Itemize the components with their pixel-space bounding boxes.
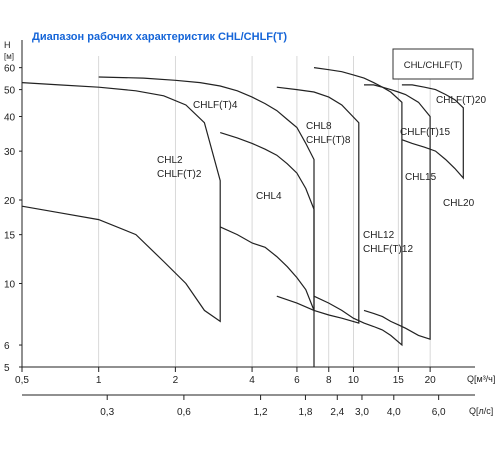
curve-label-chl20: CHL20 <box>443 198 475 209</box>
x2-axis-label: Q[л/с] <box>469 406 493 416</box>
legend-label: CHL/CHLF(T) <box>404 60 463 71</box>
axes: Н [м] 5 6 10 15 20 30 40 50 60 0,5 1 2 4 6 8 10 15 20 Q[м³/ч… <box>4 40 495 418</box>
x-tick-label: 0,5 <box>15 375 29 386</box>
y-axis-unit: [м] <box>4 52 14 61</box>
y-tick-label: 6 <box>4 341 10 352</box>
x-tick-label: 15 <box>393 375 405 386</box>
curve-labels: CHLF(T)4 CHL8 CHLF(T)8 CHL2 CHLF(T)2 CHL4 CHLF… <box>157 95 486 255</box>
curve-label-chlft2: CHLF(T)2 <box>157 169 202 180</box>
x-tick-label: 6 <box>294 375 300 386</box>
y-tick-label: 60 <box>4 64 16 75</box>
y-axis-label: Н <box>4 40 11 50</box>
curve-series-5 <box>313 67 403 347</box>
y-tick-label: 40 <box>4 112 16 123</box>
pump-curves <box>21 67 464 367</box>
curve-series-1 <box>21 82 221 323</box>
x2-tick-label: 6,0 <box>432 407 446 418</box>
y-tick-label: 10 <box>4 279 16 290</box>
curve-label-chl4: CHL4 <box>256 191 282 202</box>
x-axis-label: Q[м³/ч] <box>467 374 495 384</box>
x-tick-label: 2 <box>173 375 179 386</box>
x-tick-label: 4 <box>249 375 255 386</box>
x-tick-label: 10 <box>348 375 360 386</box>
curve-series-7 <box>401 84 464 180</box>
x2-tick-label: 1,8 <box>298 407 312 418</box>
curve-label-chl12: CHL12 <box>363 230 395 241</box>
x2-tick-label: 4,0 <box>387 407 401 418</box>
curve-label-chl2: CHL2 <box>157 155 183 166</box>
y-tick-label: 30 <box>4 147 16 158</box>
y-tick-label: 5 <box>4 363 10 374</box>
x2-tick-label: 3,0 <box>355 407 369 418</box>
curve-label-chlft12: CHLF(T)12 <box>363 244 413 255</box>
y-tick-label: 50 <box>4 86 16 97</box>
curve-series-4 <box>276 86 360 324</box>
x-tick-label: 8 <box>326 375 332 386</box>
y-tick-label: 15 <box>4 231 16 242</box>
x2-tick-label: 0,6 <box>177 407 191 418</box>
curve-series-3 <box>219 132 315 311</box>
x2-tick-label: 0,3 <box>100 407 114 418</box>
curve-label-chlft4: CHLF(T)4 <box>193 100 238 111</box>
x-tick-label: 1 <box>96 375 102 386</box>
curve-label-chl15: CHL15 <box>405 172 437 183</box>
chart-title: Диапазон рабочих характеристик CHL/CHLF(… <box>32 31 288 43</box>
curve-label-chlft15: CHLF(T)15 <box>400 127 450 138</box>
x-tick-label: 20 <box>425 375 437 386</box>
x2-tick-label: 2,4 <box>330 407 344 418</box>
x2-tick-label: 1,2 <box>254 407 268 418</box>
curve-series-6 <box>363 84 431 341</box>
curve-label-chlft20: CHLF(T)20 <box>436 95 486 106</box>
legend-box <box>392 48 474 80</box>
curve-series-2 <box>98 76 315 367</box>
y-tick-label: 20 <box>4 196 16 207</box>
grid-lines <box>98 56 431 367</box>
curve-label-chl8: CHL8 <box>306 121 332 132</box>
curve-label-chlft8: CHLF(T)8 <box>306 135 351 146</box>
